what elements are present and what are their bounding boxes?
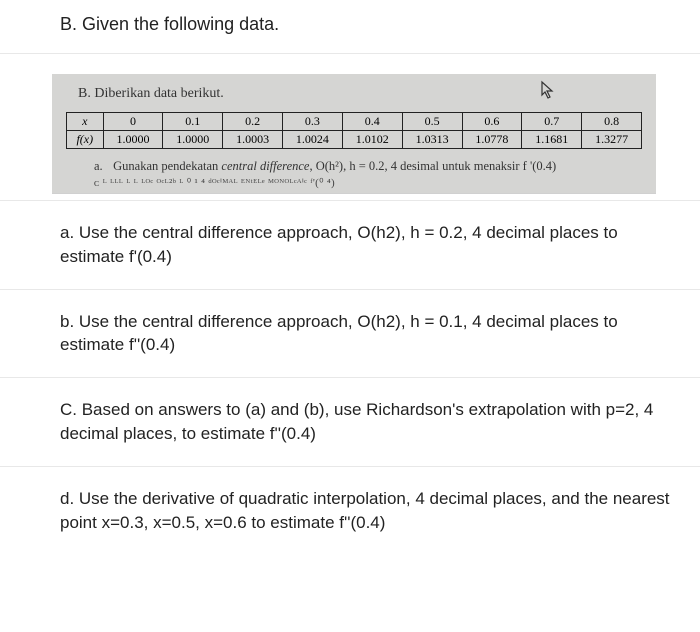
line-letter: a.	[94, 159, 110, 174]
scanned-image-box: B. Diberikan data berikut. x 0 0.1 0.2 0…	[52, 74, 656, 194]
question-c: C. Based on answers to (a) and (b), use …	[0, 378, 700, 467]
table-row-x: x 0 0.1 0.2 0.3 0.4 0.5 0.6 0.7 0.8	[67, 113, 642, 131]
cell: 1.0024	[283, 131, 343, 149]
cell: 1.0102	[342, 131, 402, 149]
question-d: d. Use the derivative of quadratic inter…	[0, 467, 700, 555]
data-table: x 0 0.1 0.2 0.3 0.4 0.5 0.6 0.7 0.8 f(x)…	[66, 112, 642, 149]
row-label-fx: f(x)	[67, 131, 104, 149]
cell: 1.1681	[522, 131, 582, 149]
table-row-fx: f(x) 1.0000 1.0000 1.0003 1.0024 1.0102 …	[67, 131, 642, 149]
question-text: d. Use the derivative of quadratic inter…	[60, 487, 670, 535]
cell: 0.8	[582, 113, 642, 131]
page-title: B. Given the following data.	[60, 14, 672, 35]
cell: 0.5	[402, 113, 462, 131]
cell: 0.7	[522, 113, 582, 131]
question-text: a. Use the central difference approach, …	[60, 221, 670, 269]
cell: 1.0778	[462, 131, 522, 149]
cell: 0.1	[163, 113, 223, 131]
cell: 1.0000	[103, 131, 163, 149]
question-text: b. Use the central difference approach, …	[60, 310, 670, 358]
cell: 0.4	[342, 113, 402, 131]
cell: 1.0000	[163, 131, 223, 149]
cell: 1.3277	[582, 131, 642, 149]
cell: 0.3	[283, 113, 343, 131]
question-b: b. Use the central difference approach, …	[0, 290, 700, 379]
scanned-region: B. Diberikan data berikut. x 0 0.1 0.2 0…	[0, 74, 700, 201]
question-a: a. Use the central difference approach, …	[0, 201, 700, 290]
line-a-text: Gunakan pendekatan central difference, O…	[113, 159, 556, 173]
cell: 1.0003	[223, 131, 283, 149]
cursor-icon	[540, 80, 556, 98]
question-text: C. Based on answers to (a) and (b), use …	[60, 398, 670, 446]
scanned-line-a: a. Gunakan pendekatan central difference…	[66, 159, 642, 174]
cell: 0	[103, 113, 163, 131]
cell: 0.2	[223, 113, 283, 131]
scanned-partial-line: ᴄ ᴸ ᴸᴸᴸ ᴸ ᴸ ᴸᴼᶜ ᴼᶜᴸ²ᵇ ᴸ ⁰ ¹ ⁴ ᵈᴼᶜⁱᴹᴬᴸ ᴱᴺ…	[66, 176, 642, 189]
cell: 0.6	[462, 113, 522, 131]
title-section: B. Given the following data.	[0, 0, 700, 54]
row-label-x: x	[67, 113, 104, 131]
cell: 1.0313	[402, 131, 462, 149]
